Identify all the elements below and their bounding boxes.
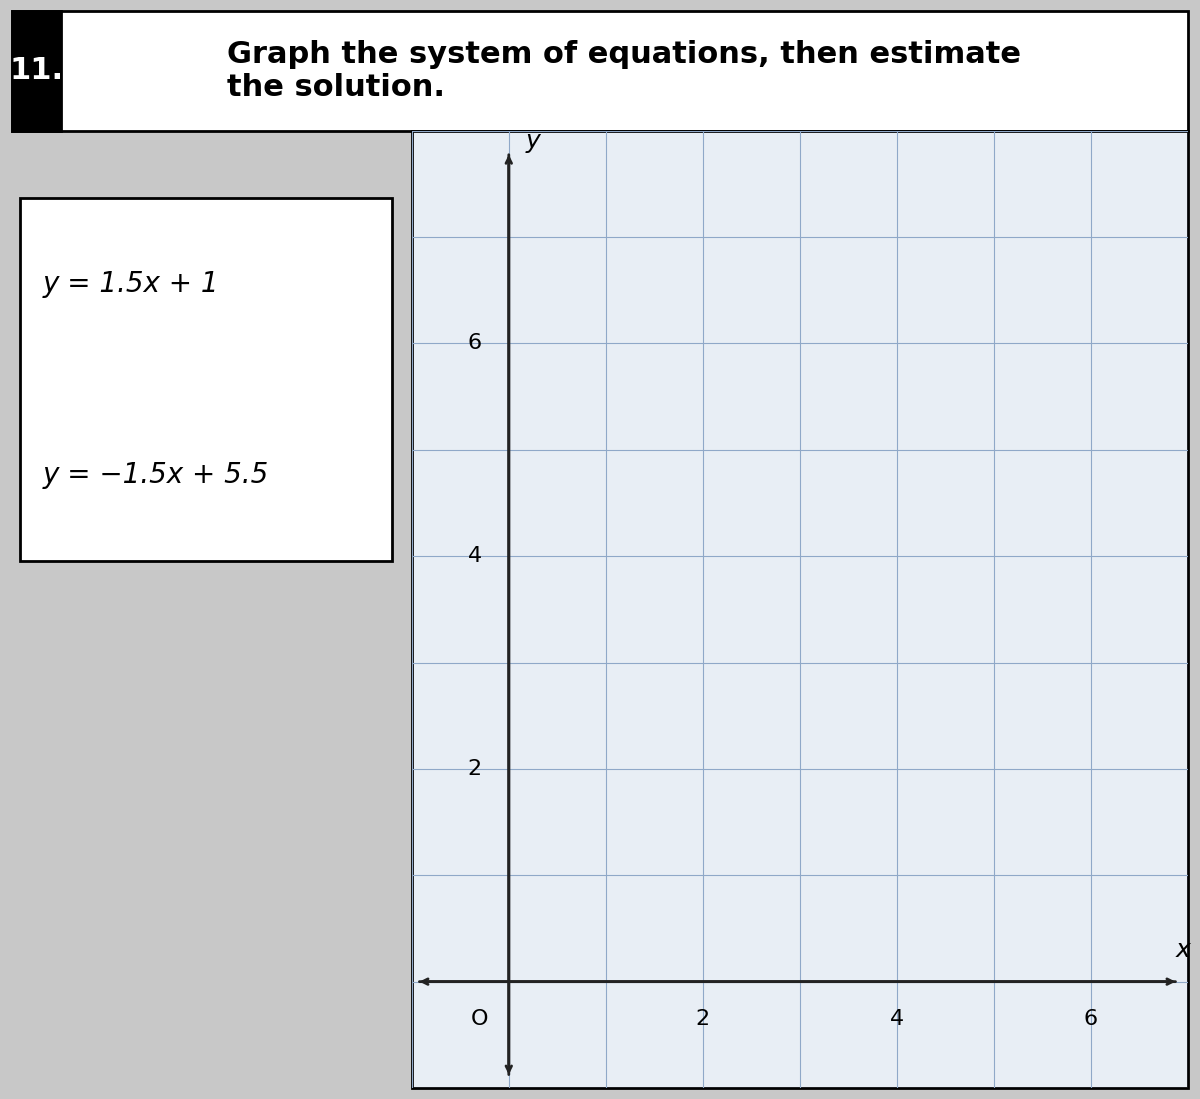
Text: 2: 2	[468, 759, 482, 779]
Text: Graph the system of equations, then estimate
the solution.: Graph the system of equations, then esti…	[227, 40, 1020, 102]
Text: y = −1.5x + 5.5: y = −1.5x + 5.5	[43, 462, 269, 489]
FancyBboxPatch shape	[19, 198, 392, 562]
Text: 4: 4	[468, 546, 482, 566]
Text: y = 1.5x + 1: y = 1.5x + 1	[43, 270, 220, 298]
Text: 4: 4	[890, 1009, 904, 1029]
Text: 6: 6	[1084, 1009, 1098, 1029]
FancyBboxPatch shape	[12, 11, 61, 131]
Text: x: x	[1176, 937, 1190, 962]
Text: 6: 6	[468, 333, 482, 354]
Text: 11.: 11.	[10, 56, 64, 86]
FancyBboxPatch shape	[12, 11, 1188, 131]
Text: O: O	[470, 1009, 488, 1029]
Text: 2: 2	[696, 1009, 710, 1029]
Text: y: y	[526, 130, 540, 153]
